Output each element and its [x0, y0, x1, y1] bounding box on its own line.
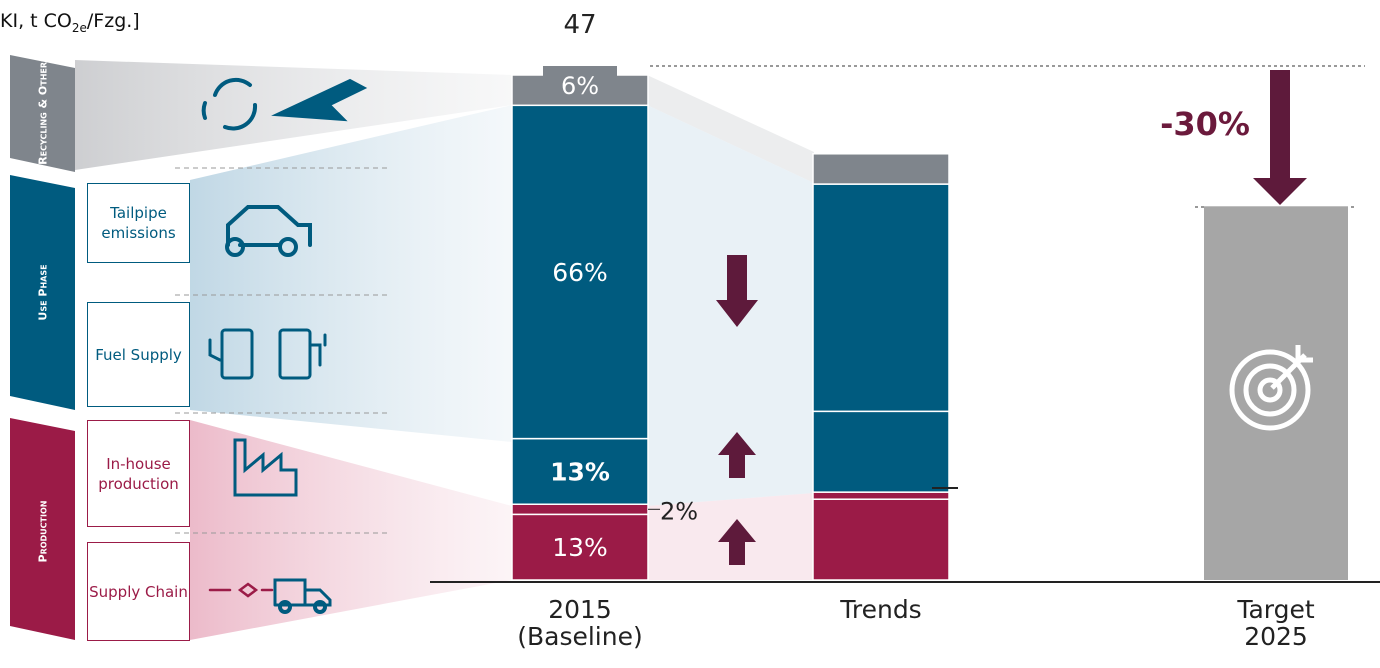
bar-segment — [812, 410, 950, 493]
total-label: 47 — [563, 10, 597, 40]
bar-segment — [511, 104, 649, 440]
value-label: 66% — [552, 258, 608, 287]
x-tick-label: Target 2025 — [1237, 595, 1315, 651]
target-icon — [1229, 345, 1313, 431]
segment-box: Fuel Supply — [87, 302, 190, 407]
x-tick-label: 2015 (Baseline) — [517, 595, 643, 651]
segment-box: In-house production — [87, 420, 190, 527]
label-box — [543, 66, 617, 104]
x-tick-label: Trends — [840, 595, 922, 624]
annotation: -30% — [1160, 105, 1250, 143]
segment-box: Tailpipe emissions — [87, 183, 190, 263]
bar-segment — [812, 183, 950, 413]
bar-segment — [812, 153, 950, 185]
bar-segment — [812, 498, 950, 581]
group-label: Recycling & Others — [36, 56, 50, 165]
group-label: Use Phase — [36, 264, 50, 321]
trend-arrows — [716, 70, 1307, 565]
target-bar — [1204, 206, 1348, 581]
banners — [10, 55, 75, 640]
value-label: 13% — [550, 457, 610, 486]
icons — [201, 77, 368, 614]
title: KI, t CO2e/Fzg.] — [0, 10, 140, 35]
bar-segment — [511, 503, 649, 516]
bar-segment — [812, 491, 950, 500]
value-label: 6% — [561, 72, 599, 100]
bar-segment — [511, 437, 649, 506]
value-label: 2% — [660, 497, 698, 525]
group-label: Production — [36, 500, 50, 563]
bar-segment — [511, 513, 649, 581]
value-label: 13% — [552, 533, 608, 562]
segment-box: Supply Chain — [87, 542, 190, 641]
